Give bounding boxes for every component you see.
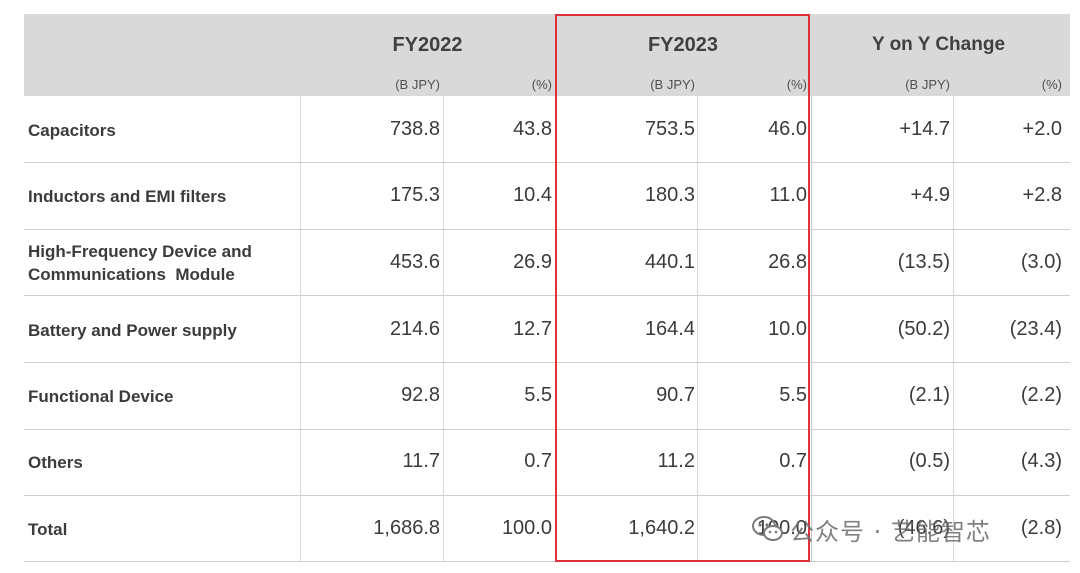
cell-value: 26.9 — [513, 251, 552, 273]
cell-value: 92.8 — [401, 384, 440, 406]
cell-value: 0.7 — [524, 450, 552, 472]
cell-value: (50.2) — [897, 318, 950, 340]
row-label-battery: Battery and Power supply — [28, 321, 237, 340]
cell-value: (13.5) — [897, 251, 950, 273]
cell-value: (0.5) — [908, 450, 950, 472]
unit-yoy-bjpy: (B JPY) — [905, 77, 950, 92]
period-yoy: Y on Y Change — [871, 34, 1006, 55]
cell-value: 175.3 — [389, 184, 440, 206]
row-label-total: Total — [28, 520, 68, 539]
cell-value: 753.5 — [644, 118, 695, 140]
cell-value: 453.6 — [389, 251, 440, 273]
row-divider — [24, 495, 1070, 496]
column-divider — [443, 96, 444, 562]
cell-value: 12.7 — [513, 318, 552, 340]
row-divider — [24, 295, 1070, 296]
row-divider — [24, 429, 1070, 430]
unit-fy2023-pct: (%) — [786, 77, 807, 92]
cell-value: 5.5 — [779, 384, 807, 406]
row-label-others: Others — [28, 453, 83, 472]
cell-value: +14.7 — [899, 118, 950, 140]
unit-fy2023-bjpy: (B JPY) — [650, 77, 695, 92]
cell-value: 164.4 — [644, 318, 695, 340]
cell-value: 10.0 — [768, 318, 807, 340]
row-divider — [24, 162, 1070, 163]
column-divider — [300, 96, 301, 562]
cell-value: (2.8) — [1020, 517, 1062, 539]
cell-value: 214.6 — [389, 318, 440, 340]
table-header-band — [24, 14, 1070, 96]
watermark: 公众号 · 艺能智芯 — [752, 512, 991, 546]
period-fy2023: FY2023 — [647, 34, 719, 56]
column-divider — [697, 96, 698, 562]
cell-value: 180.3 — [644, 184, 695, 206]
unit-fy2022-pct: (%) — [531, 77, 552, 92]
cell-value: 100.0 — [501, 517, 552, 539]
cell-value: (46.6) — [897, 517, 950, 539]
cell-value: +2.8 — [1022, 184, 1062, 206]
cell-value: 46.0 — [768, 118, 807, 140]
cell-value: 1,686.8 — [373, 517, 440, 539]
cell-value: (23.4) — [1009, 318, 1062, 340]
unit-yoy-pct: (%) — [1041, 77, 1062, 92]
cell-value: +2.0 — [1022, 118, 1062, 140]
row-divider — [24, 362, 1070, 363]
unit-fy2022-bjpy: (B JPY) — [395, 77, 440, 92]
cell-value: 90.7 — [656, 384, 695, 406]
cell-value: 1,640.2 — [628, 517, 695, 539]
column-divider — [953, 96, 954, 562]
row-divider — [24, 229, 1070, 230]
cell-value: 5.5 — [524, 384, 552, 406]
cell-value: 43.8 — [513, 118, 552, 140]
cell-value: 11.2 — [657, 450, 695, 472]
period-fy2022: FY2022 — [392, 34, 463, 56]
cell-value: 0.7 — [779, 450, 807, 472]
cell-value: 738.8 — [389, 118, 440, 140]
fy2023-highlight-box — [555, 14, 810, 562]
cell-value: 440.1 — [644, 251, 695, 273]
cell-value: 10.4 — [513, 184, 552, 206]
cell-value: 11.0 — [769, 184, 807, 206]
row-label-line: High-Frequency Device and — [28, 242, 252, 261]
row-label-functional-device: Functional Device — [28, 387, 174, 406]
cell-value: 11.7 — [402, 450, 440, 472]
column-divider — [811, 96, 812, 562]
watermark-text: 公众号 · 艺能智芯 — [790, 517, 991, 546]
row-label-inductors: Inductors and EMI filters — [28, 187, 227, 206]
cell-value: 26.8 — [768, 251, 807, 273]
cell-value: (2.1) — [908, 384, 950, 406]
row-label-high-frequency: High-Frequency Device and Communications… — [28, 240, 252, 286]
cell-value: (2.2) — [1020, 384, 1062, 406]
cell-value: +4.9 — [910, 184, 950, 206]
row-label-line: Communications Module — [28, 265, 235, 284]
cell-value: (4.3) — [1020, 450, 1062, 472]
row-divider — [24, 561, 1070, 562]
wechat-icon — [752, 515, 784, 543]
cell-value: (3.0) — [1020, 251, 1062, 273]
row-label-capacitors: Capacitors — [28, 121, 116, 140]
